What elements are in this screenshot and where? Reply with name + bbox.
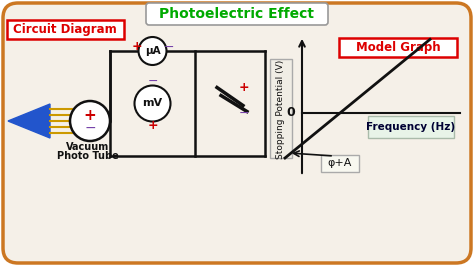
- Circle shape: [70, 101, 110, 141]
- Text: +: +: [83, 109, 96, 123]
- Circle shape: [135, 85, 171, 122]
- Circle shape: [138, 37, 166, 65]
- Text: Frequency (Hz): Frequency (Hz): [366, 122, 456, 132]
- Polygon shape: [8, 104, 50, 138]
- Text: +: +: [239, 81, 249, 94]
- Text: mV: mV: [143, 98, 163, 109]
- Text: 0: 0: [286, 106, 295, 119]
- FancyBboxPatch shape: [339, 38, 457, 57]
- Text: −: −: [84, 121, 96, 135]
- Text: −: −: [147, 75, 158, 88]
- Text: μA: μA: [145, 46, 160, 56]
- FancyBboxPatch shape: [368, 116, 454, 138]
- Text: +: +: [147, 119, 158, 132]
- FancyBboxPatch shape: [321, 155, 359, 172]
- Text: Vacuum: Vacuum: [66, 142, 109, 152]
- Text: +: +: [131, 40, 142, 53]
- Text: Stopping Potential (V): Stopping Potential (V): [276, 59, 285, 159]
- Text: −: −: [163, 40, 174, 53]
- Text: Photo Tube: Photo Tube: [57, 151, 119, 161]
- Text: Model Graph: Model Graph: [356, 41, 440, 55]
- Text: −: −: [239, 107, 249, 120]
- FancyBboxPatch shape: [146, 3, 328, 25]
- FancyBboxPatch shape: [3, 3, 471, 263]
- Text: φ+A: φ+A: [328, 159, 352, 168]
- FancyBboxPatch shape: [7, 20, 124, 39]
- FancyBboxPatch shape: [270, 59, 292, 158]
- Text: Photoelectric Effect: Photoelectric Effect: [159, 7, 315, 21]
- Text: Circuit Diagram: Circuit Diagram: [13, 23, 117, 36]
